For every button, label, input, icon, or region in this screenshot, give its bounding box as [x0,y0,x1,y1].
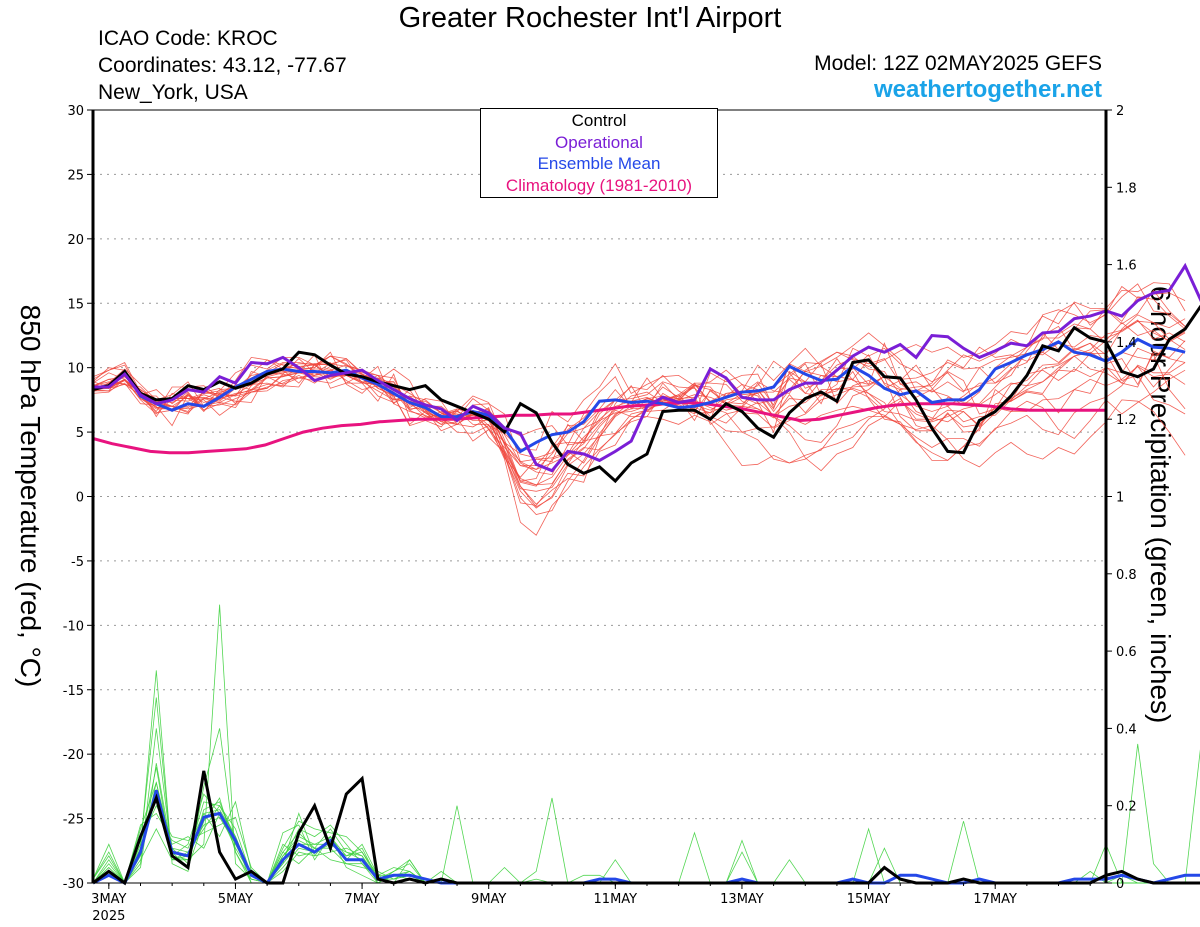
left-tick-label: 25 [67,168,84,183]
left-tick-label: 0 [76,491,84,506]
coordinates: Coordinates: 43.12, -77.67 [98,54,347,77]
left-tick-label: 30 [67,104,84,119]
left-tick-label: -25 [63,813,84,828]
x-tick-label: 15MAY [847,892,891,907]
right-tick-label: 1 [1116,491,1124,506]
temp-member-line [92,285,1186,486]
temp-member-line [93,350,1186,451]
precip-member-line [93,821,1200,884]
precip-member-line [92,728,1200,884]
left-tick-label: 5 [76,426,84,441]
precip-control-line [92,770,1200,886]
axes: 302520151050-5-10-15-20-25-3021.81.61.41… [63,104,1137,924]
x-tick-label: 11MAY [594,892,638,907]
x-tick-label: 3MAY [91,892,126,907]
left-tick-label: -20 [63,748,84,763]
temp-operational-line [93,262,1200,473]
chart-title: Greater Rochester Int'l Airport [398,2,782,34]
legend-control: Control [571,111,627,130]
right-tick-label: 0.6 [1116,645,1137,660]
legend-operational: Operational [555,132,643,152]
precip-member-line [93,882,1200,884]
x-tick-label: 9MAY [471,892,506,907]
temp-member-line [92,369,1186,472]
right-tick-label: 0.4 [1116,722,1137,737]
precip-member-line [92,781,1200,884]
right-tick-label: 0.2 [1116,800,1137,815]
right-tick-label: 1.6 [1116,259,1137,274]
precip-mean-line [92,789,1200,885]
legend-mean: Ensemble Mean [537,154,661,173]
precip-member-lines [92,604,1200,885]
x-tick-label: 7MAY [344,892,379,907]
right-tick-label: 1.8 [1116,181,1137,196]
x-tick-sublabel: 2025 [92,909,125,924]
precip-member-line [92,670,1200,884]
temp-member-line [92,346,1186,509]
left-tick-label: -30 [63,877,84,892]
right-tick-label: 1.2 [1116,413,1137,428]
right-tick-label: 0.8 [1116,568,1137,583]
x-tick-label: 17MAY [973,892,1017,907]
precip-member-line [92,782,1200,884]
legend: Control Operational Ensemble Mean Climat… [480,108,718,198]
precip-member-line [93,604,1200,884]
precip-member-line [93,797,1200,884]
left-tick-label: 10 [67,362,84,377]
precip-member-line [93,766,1200,884]
legend-climatology: Climatology (1981-2010) [505,175,693,195]
left-tick-label: -5 [71,555,84,570]
model-run: Model: 12Z 02MAY2025 GEFS [814,52,1102,75]
right-tick-label: 2 [1116,104,1124,119]
x-tick-label: 5MAY [218,892,253,907]
left-tick-label: 20 [67,233,84,248]
precip-member-line [92,697,1200,884]
site-link[interactable]: weathertogether.net [873,76,1102,103]
precip-member-line [92,763,1200,884]
climatology-line [92,400,1106,455]
right-tick-label: 0 [1116,877,1124,892]
x-tick-label: 13MAY [720,892,764,907]
temp-member-line [92,289,1186,505]
temp-member-line [92,314,1186,446]
precip-member-line [93,743,1200,884]
precip-member-line [93,749,1200,884]
left-tick-label: -15 [63,684,84,699]
precip-member-line [92,804,1200,884]
left-tick-label: 15 [67,297,84,312]
left-tick-label: -10 [63,619,84,634]
temp-member-line [92,283,1186,482]
icao-code: ICAO Code: KROC [98,27,278,50]
temp-member-line [92,351,1186,476]
temp-member-line [92,347,1186,478]
precip-member-line [92,800,1200,885]
grid [93,173,1106,820]
location: New_York, USA [98,81,248,104]
precip-member-line [92,788,1200,884]
right-tick-label: 1.4 [1116,336,1137,351]
precip-member-line [92,796,1200,884]
temp-control-line [92,304,1200,484]
